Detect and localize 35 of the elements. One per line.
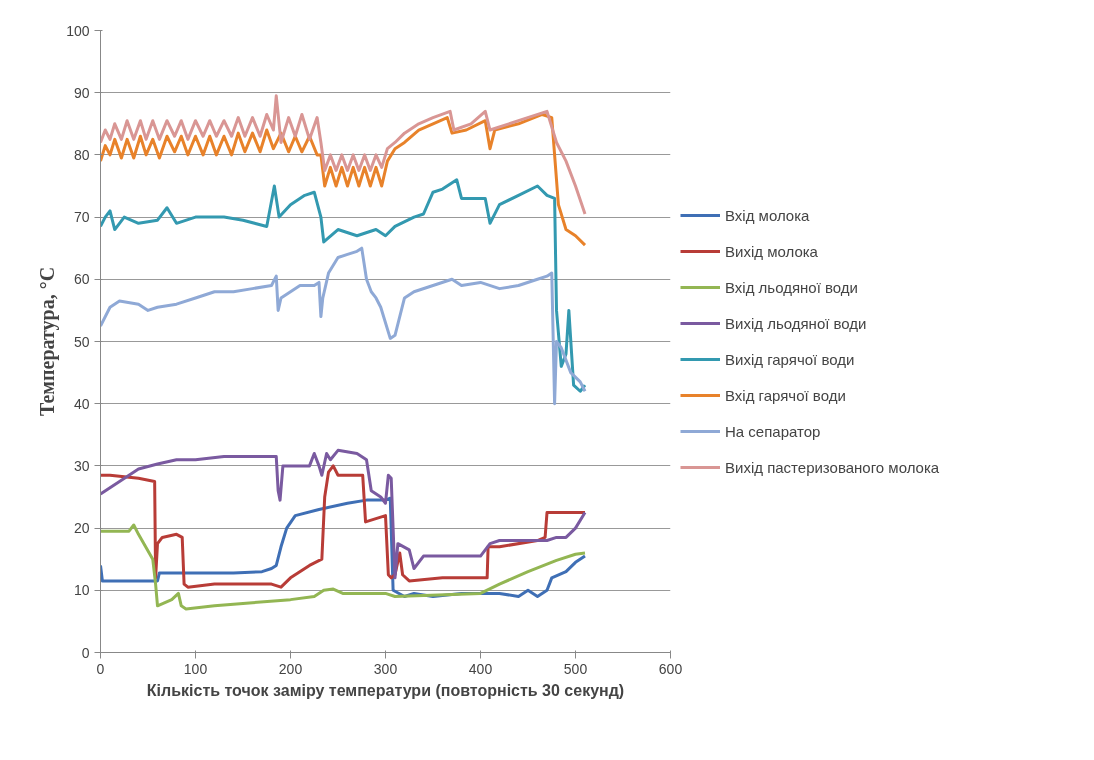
x-tick-label: 500 bbox=[563, 660, 588, 677]
line-series bbox=[100, 523, 587, 611]
x-tick-label: 0 bbox=[96, 660, 105, 677]
y-tick-label: 60 bbox=[73, 271, 90, 288]
x-tick-label: 100 bbox=[183, 660, 208, 677]
line-series bbox=[100, 178, 587, 393]
legend-label: Вихід пастеризованого молока bbox=[725, 458, 940, 476]
x-tick-label: 300 bbox=[373, 660, 398, 677]
y-axis-title: Температура, °C bbox=[36, 266, 60, 417]
y-tick-label: 20 bbox=[73, 520, 90, 537]
x-tick-label: 200 bbox=[278, 660, 303, 677]
y-tick-label: 80 bbox=[73, 146, 90, 163]
line-series bbox=[100, 448, 587, 580]
x-axis-title: Кількість точок заміру температури (повторність 30 секунд) bbox=[146, 681, 625, 699]
legend-label: Вхід молока bbox=[725, 206, 810, 224]
line-series bbox=[100, 112, 587, 247]
y-tick-label: 0 bbox=[81, 644, 90, 661]
line-series bbox=[100, 94, 587, 216]
line-series bbox=[100, 464, 587, 589]
y-tick-label: 50 bbox=[73, 333, 90, 350]
legend-label: Вихід молока bbox=[725, 242, 818, 260]
y-tick-label: 100 bbox=[66, 22, 90, 39]
y-tick-label: 40 bbox=[73, 395, 90, 412]
y-tick-label: 90 bbox=[73, 84, 90, 101]
legend-label: Вихід гарячої води bbox=[725, 350, 855, 368]
y-tick-label: 70 bbox=[73, 209, 90, 226]
legend-label: Вихід льодяної води bbox=[725, 314, 867, 332]
x-tick-label: 400 bbox=[468, 660, 493, 677]
y-tick-label: 30 bbox=[73, 457, 90, 474]
x-tick-label: 600 bbox=[658, 660, 683, 677]
legend-label: Вхід гарячої води bbox=[725, 386, 846, 404]
line-series bbox=[100, 246, 587, 406]
legend-label: Вхід льодяної води bbox=[725, 278, 858, 296]
legend-label: На сепаратор bbox=[725, 422, 821, 440]
y-tick-label: 10 bbox=[73, 582, 90, 599]
